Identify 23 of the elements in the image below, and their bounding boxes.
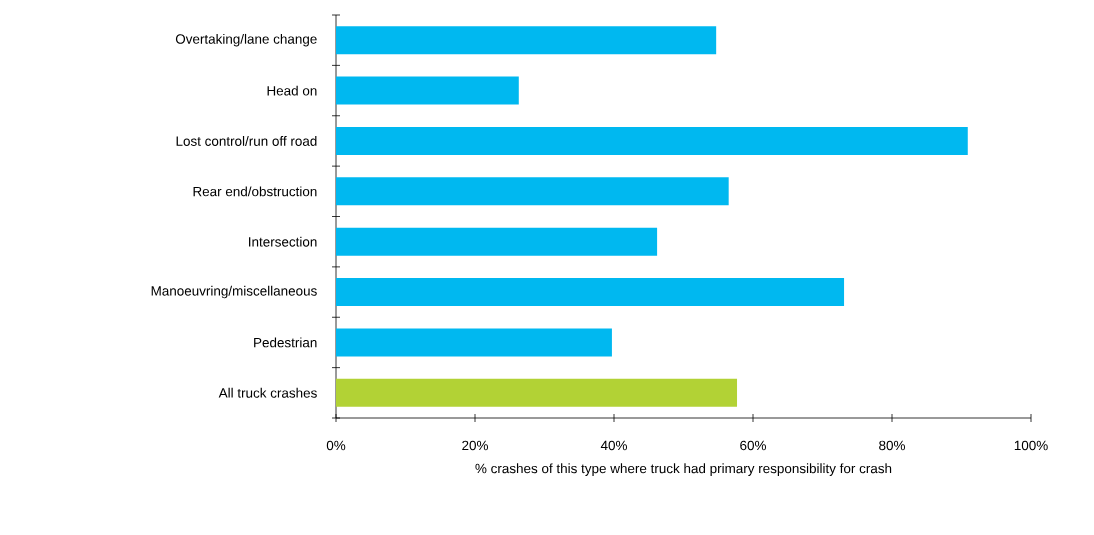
x-tick-label: 0%	[326, 440, 346, 451]
x-tick-label: 40%	[600, 440, 627, 451]
bar	[336, 76, 519, 105]
y-tick-label: All truck crashes	[218, 387, 317, 398]
x-tick-label: 60%	[740, 440, 766, 451]
bar	[336, 227, 658, 256]
y-tick-label: Overtaking/lane change	[175, 33, 317, 47]
x-tick-label: 20%	[462, 440, 488, 451]
bar	[336, 177, 729, 206]
bar	[336, 278, 845, 307]
y-tick-label: Head on	[267, 85, 317, 96]
y-tick-label: Lost control/run off road	[176, 136, 317, 146]
x-tick-label: 80%	[879, 440, 905, 451]
bar	[336, 26, 717, 55]
x-tick-label: 100%	[1014, 440, 1048, 451]
bar	[336, 378, 738, 407]
y-tick-label: Rear end/obstruction	[193, 186, 317, 197]
x-axis-title: % crashes of this type where truck had primary responsibility for crash	[475, 463, 892, 476]
y-tick-label: Intersection	[249, 236, 317, 247]
y-tick-label: Manoeuvring/miscellaneous	[151, 285, 317, 299]
y-tick-label: Pedestrian	[254, 337, 317, 348]
bar	[336, 126, 968, 155]
bar	[336, 328, 612, 357]
